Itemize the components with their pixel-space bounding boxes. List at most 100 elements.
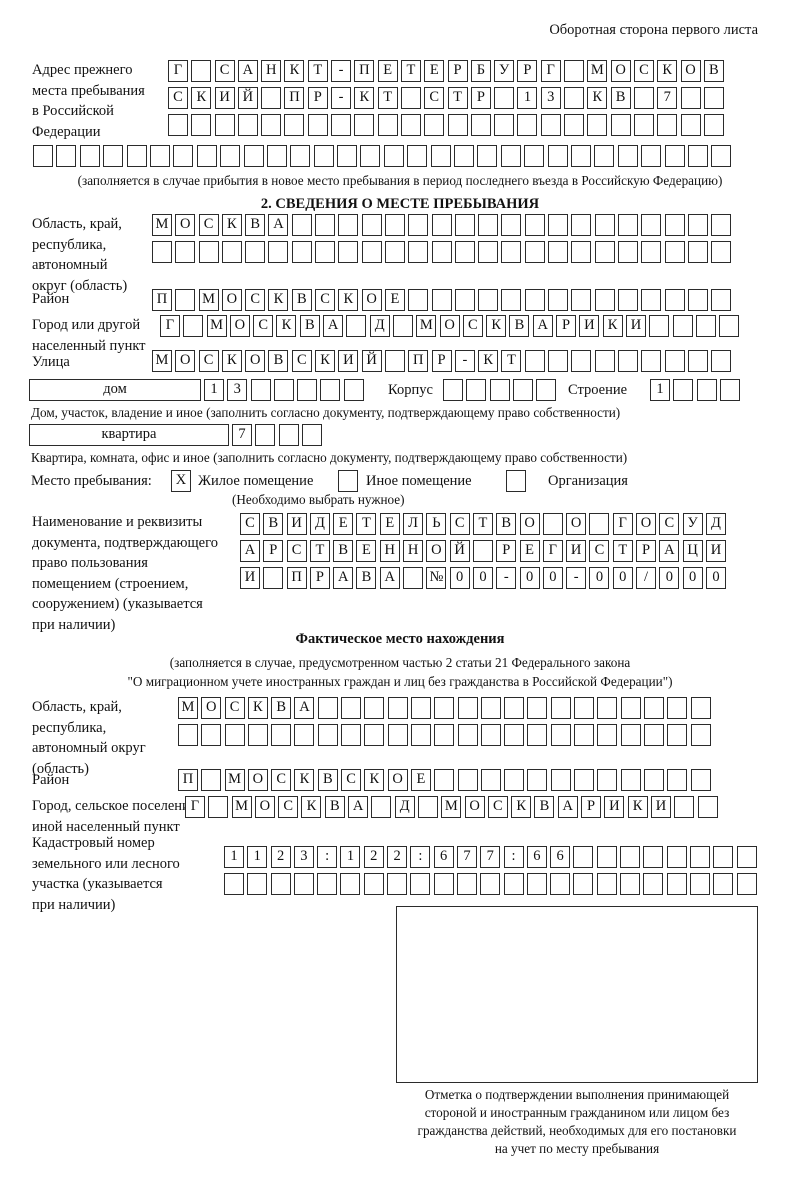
section2-city-cell-22[interactable] <box>649 315 670 337</box>
cadastral-cell-7[interactable] <box>363 873 384 895</box>
cadastral-cell-1[interactable] <box>224 873 244 895</box>
section2-city-cell-7[interactable]: В <box>299 315 320 337</box>
section2-district-cell-7[interactable]: В <box>291 289 312 311</box>
section2-region-cell-14[interactable] <box>454 214 475 236</box>
cadastral-cell-15[interactable] <box>550 873 571 895</box>
document-cell-6[interactable]: В <box>356 567 377 589</box>
section2-street-cell-8[interactable]: К <box>315 350 336 372</box>
prev-address-cell-21[interactable]: С <box>633 60 654 82</box>
document-cell-2[interactable]: Р <box>263 540 284 562</box>
document-cell-14[interactable]: Г <box>542 540 563 562</box>
prev-address-cell-19[interactable] <box>587 114 608 136</box>
document-cell-2[interactable] <box>263 567 284 589</box>
house-number-cell-1[interactable]: 1 <box>204 379 224 401</box>
section2-district-cell-16[interactable] <box>501 289 522 311</box>
section2-street-cell-18[interactable] <box>548 350 569 372</box>
section2-city-cell-3[interactable]: М <box>206 315 227 337</box>
prev-address-cell-4[interactable]: Й <box>237 87 258 109</box>
document-cell-5[interactable]: Е <box>333 513 354 535</box>
prev-address-cell-15[interactable] <box>494 114 515 136</box>
prev-address-cell-13[interactable]: Р <box>447 60 468 82</box>
prev-address-wide-cell-8[interactable] <box>196 145 217 167</box>
actual-city-cell-9[interactable] <box>371 796 392 818</box>
actual-city-cell-1[interactable]: Г <box>185 796 205 818</box>
actual-district-cell-4[interactable]: О <box>247 769 268 791</box>
document-cell-1[interactable]: А <box>240 540 260 562</box>
actual-region-cell-1[interactable]: М <box>178 697 198 719</box>
section2-district-cell-22[interactable] <box>641 289 662 311</box>
actual-region-cell-15[interactable] <box>504 697 525 719</box>
actual-region-cell-12[interactable] <box>434 697 455 719</box>
cadastral-cell-17[interactable] <box>596 846 617 868</box>
cadastral-cell-19[interactable] <box>643 873 664 895</box>
prev-address-cell-21[interactable] <box>633 87 654 109</box>
flat-number-cell-3[interactable] <box>278 424 299 446</box>
section2-region-cell-25[interactable] <box>711 241 732 263</box>
prev-address-cell-7[interactable]: Р <box>307 87 328 109</box>
prev-address-wide-cell-7[interactable] <box>173 145 194 167</box>
section2-region-cell-10[interactable] <box>361 241 382 263</box>
stroenie-cell-1[interactable]: 1 <box>650 379 670 401</box>
document-cell-12[interactable]: Р <box>496 540 517 562</box>
section2-region-cell-1[interactable] <box>152 241 172 263</box>
cadastral-cell-12[interactable]: 7 <box>480 846 501 868</box>
cadastral-cell-9[interactable] <box>410 873 431 895</box>
actual-region-cell-21[interactable] <box>643 724 664 746</box>
prev-address-cell-8[interactable] <box>331 114 352 136</box>
section2-city-cell-14[interactable]: С <box>462 315 483 337</box>
section2-city-cell-20[interactable]: К <box>602 315 623 337</box>
prev-address-cell-10[interactable] <box>377 114 398 136</box>
section2-region-cell-15[interactable] <box>478 214 499 236</box>
section2-district-cell-4[interactable]: О <box>221 289 242 311</box>
prev-address-cell-17[interactable]: 3 <box>540 87 561 109</box>
prev-address-cell-11[interactable] <box>400 87 421 109</box>
cadastral-cell-10[interactable]: 6 <box>433 846 454 868</box>
section2-district-cell-10[interactable]: О <box>361 289 382 311</box>
flat-number-cells[interactable]: 7 <box>232 424 322 446</box>
prev-address-cell-17[interactable] <box>540 114 561 136</box>
actual-district-cell-15[interactable] <box>504 769 525 791</box>
section2-street-cell-14[interactable]: - <box>454 350 475 372</box>
actual-city-cell-22[interactable] <box>674 796 695 818</box>
section2-region-cell-5[interactable]: В <box>245 214 266 236</box>
actual-city-cell-16[interactable]: В <box>534 796 555 818</box>
prev-address-wide-cell-25[interactable] <box>594 145 615 167</box>
cadastral-cell-2[interactable] <box>247 873 268 895</box>
section2-city-cell-17[interactable]: А <box>532 315 553 337</box>
section2-region-cell-18[interactable] <box>548 241 569 263</box>
section2-region-cell-20[interactable] <box>594 214 615 236</box>
prev-address-cell-3[interactable]: С <box>214 60 235 82</box>
cadastral-cell-8[interactable] <box>387 873 408 895</box>
prev-address-cell-6[interactable] <box>284 114 305 136</box>
prev-address-wide-cell-21[interactable] <box>500 145 521 167</box>
cadastral-cell-21[interactable] <box>689 846 710 868</box>
stroenie-cell-2[interactable] <box>673 379 694 401</box>
stroenie-cell-3[interactable] <box>696 379 717 401</box>
section2-district-cell-20[interactable] <box>594 289 615 311</box>
document-cell-19[interactable]: С <box>659 513 680 535</box>
actual-district-cell-17[interactable] <box>550 769 571 791</box>
section2-district-cell-19[interactable] <box>571 289 592 311</box>
actual-city-cell-21[interactable]: И <box>650 796 671 818</box>
section2-street-cell-2[interactable]: О <box>175 350 196 372</box>
section2-district-cell-17[interactable] <box>524 289 545 311</box>
actual-city-cell-12[interactable]: М <box>441 796 462 818</box>
section2-street-cell-25[interactable] <box>711 350 732 372</box>
document-cell-2[interactable]: В <box>263 513 284 535</box>
actual-region-cell-8[interactable] <box>341 724 362 746</box>
prev-address-cell-22[interactable]: К <box>657 60 678 82</box>
document-cell-21[interactable]: Д <box>705 513 726 535</box>
prev-address-cell-20[interactable] <box>610 114 631 136</box>
prev-address-cell-10[interactable]: Е <box>377 60 398 82</box>
document-cell-11[interactable]: 0 <box>472 567 493 589</box>
flat-number-cell-1[interactable]: 7 <box>232 424 252 446</box>
section2-region-cell-17[interactable] <box>524 214 545 236</box>
actual-region-cell-19[interactable] <box>597 697 618 719</box>
prev-address-cell-21[interactable] <box>633 114 654 136</box>
document-cell-17[interactable]: Т <box>612 540 633 562</box>
